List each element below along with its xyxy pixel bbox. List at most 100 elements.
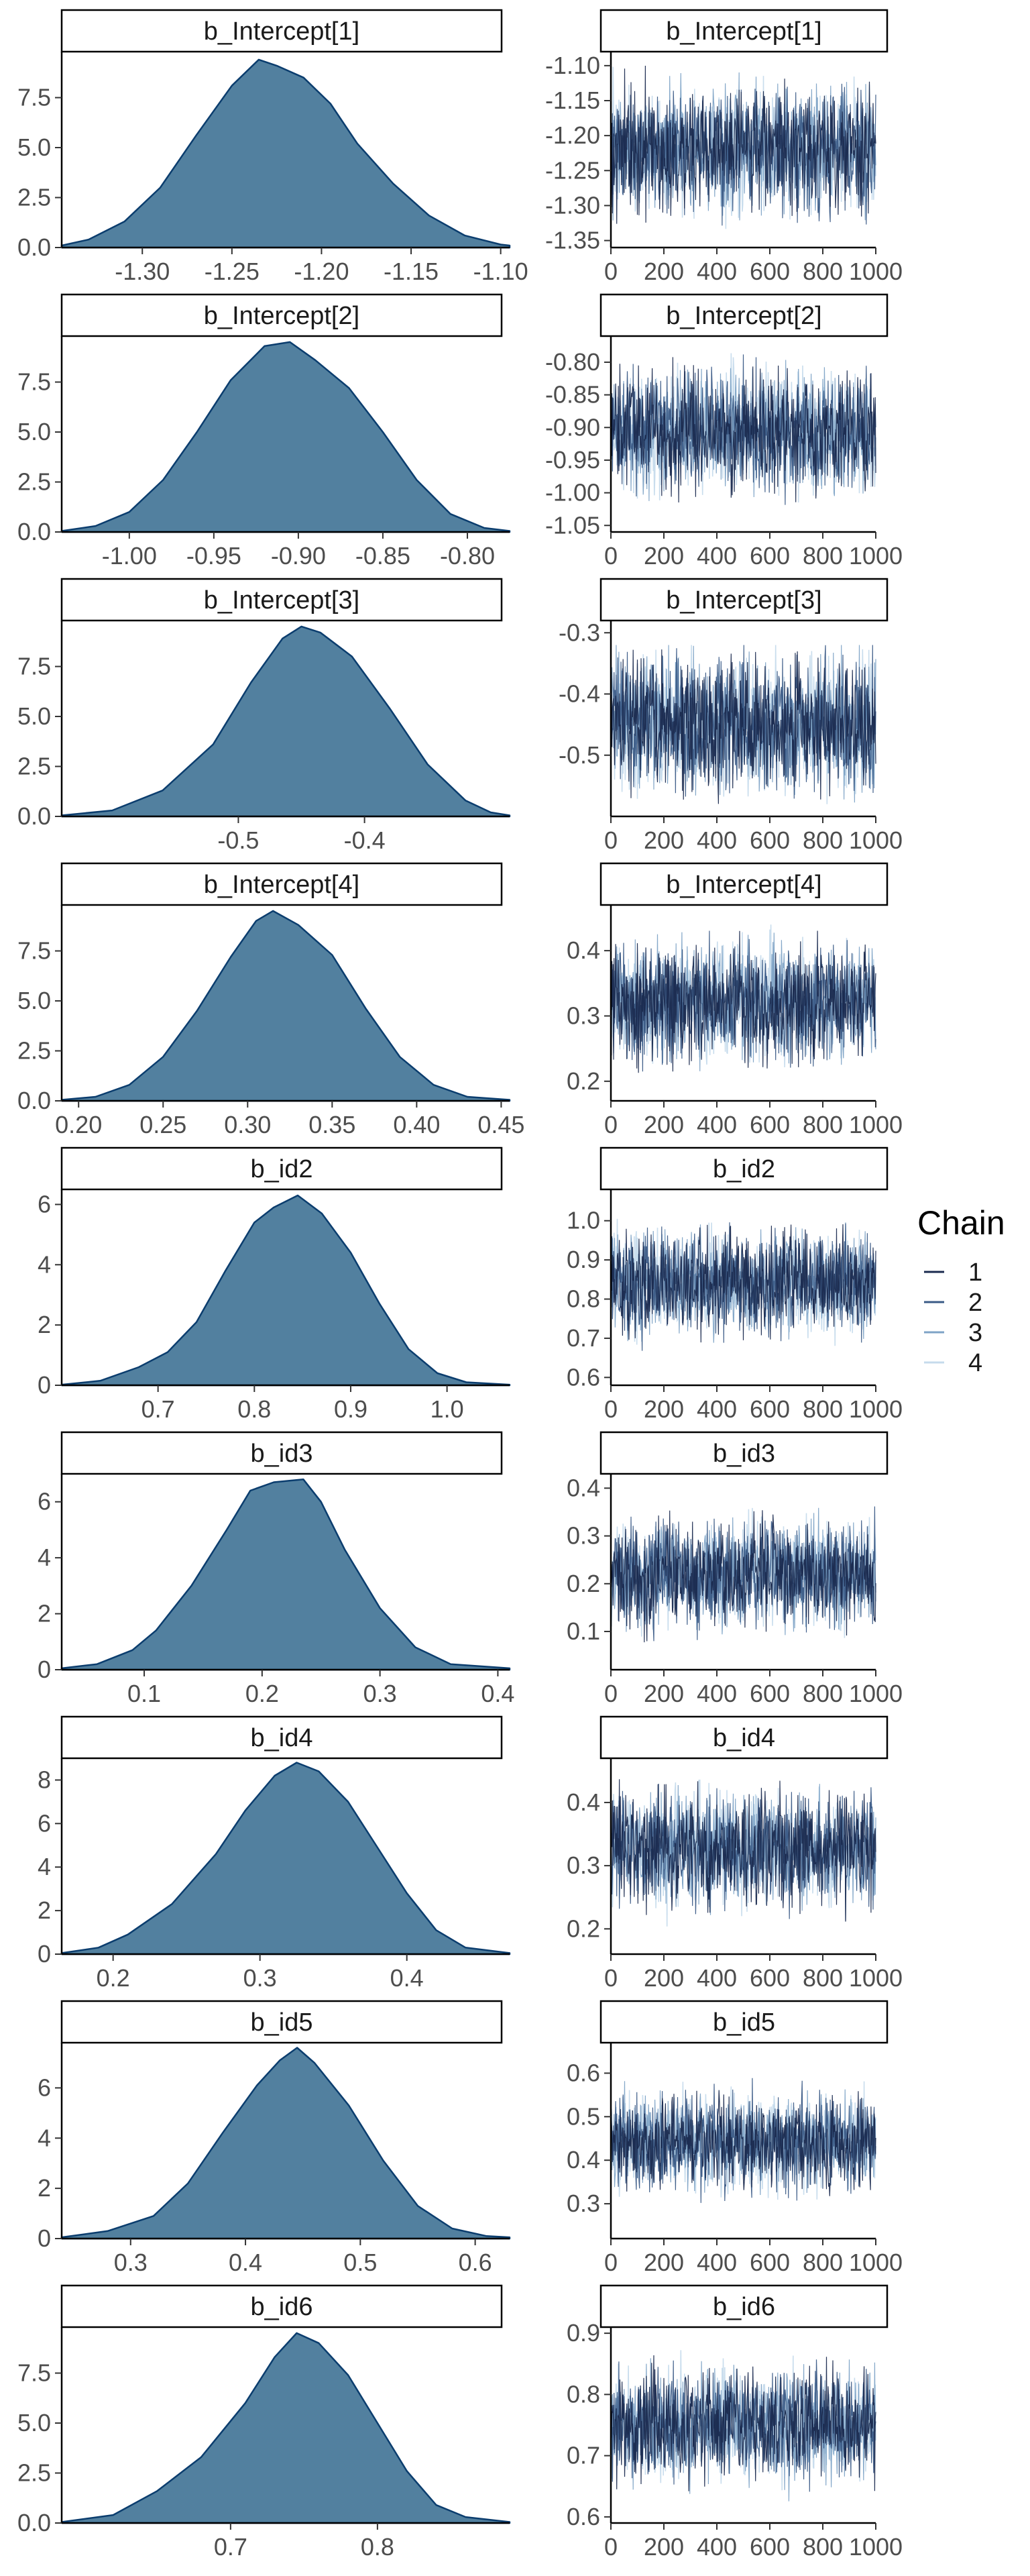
y-tick-label: 0.3 xyxy=(567,1851,600,1879)
y-tick-label: 4 xyxy=(38,2124,51,2151)
panel-title: b_id3 xyxy=(713,1440,775,1468)
trace-chain-1 xyxy=(610,1224,876,1343)
panel-title: b_id5 xyxy=(713,2008,775,2037)
y-tick-label: 6 xyxy=(38,1809,51,1837)
panel-strip xyxy=(599,578,889,622)
x-tick-label: 1000 xyxy=(849,258,903,285)
density-area xyxy=(60,1479,511,1671)
density-panel: b_id4 0 2 4 6 8 0.2 0.3 0.4 xyxy=(38,1715,511,1992)
panel-strip xyxy=(599,862,889,906)
y-tick-label: 2.5 xyxy=(17,2459,51,2487)
x-tick-label: 0 xyxy=(604,2249,618,2276)
y-tick-label: 1.0 xyxy=(567,1207,600,1234)
y-tick-label: 0 xyxy=(38,1940,51,1968)
plot-area xyxy=(60,341,511,533)
y-tick-label: 8 xyxy=(38,1766,51,1793)
y-tick-label: -1.00 xyxy=(545,479,600,506)
x-tick-label: 0 xyxy=(604,258,618,285)
x-tick-label: 600 xyxy=(750,2533,790,2561)
plot-area xyxy=(610,1506,876,1643)
x-tick-label: -0.95 xyxy=(186,542,241,570)
density-area xyxy=(60,2047,511,2240)
x-tick-label: 0.5 xyxy=(343,2249,377,2276)
x-tick-label: 0 xyxy=(604,1964,618,1992)
y-tick-label: 0.5 xyxy=(567,2102,600,2130)
plot-area xyxy=(610,65,876,229)
legend-entry: 1 xyxy=(924,1258,982,1287)
x-tick-label: 200 xyxy=(644,1680,684,1707)
trace-chain-4 xyxy=(610,353,876,503)
panel-strip xyxy=(60,862,503,906)
y-tick-label: -0.4 xyxy=(559,680,600,708)
y-tick-label: 0.9 xyxy=(567,2319,600,2347)
x-tick-label: 800 xyxy=(803,258,843,285)
plot-area xyxy=(610,2078,876,2203)
plot-area xyxy=(60,910,511,1102)
y-tick-label: -0.5 xyxy=(559,741,600,769)
panel-strip xyxy=(60,1146,503,1191)
y-tick-label: 5.0 xyxy=(17,418,51,445)
plot-area xyxy=(610,1779,876,1927)
legend-entry: 4 xyxy=(924,1349,982,1377)
trace-chain-1 xyxy=(610,357,876,503)
x-tick-label: 0 xyxy=(604,1111,618,1138)
x-tick-label: -0.85 xyxy=(355,542,410,570)
panel-title: b_id4 xyxy=(713,1724,775,1752)
y-tick-label: 7.5 xyxy=(17,937,51,965)
x-tick-label: 0.25 xyxy=(139,1111,186,1138)
x-tick-label: 0 xyxy=(604,1680,618,1707)
plot-area xyxy=(60,1762,511,1955)
y-tick-label: 2.5 xyxy=(17,468,51,496)
trace-panel: b_Intercept[1] -1.35 -1.30 -1.25 -1.20 -1.15 -… xyxy=(545,9,903,285)
y-tick-label: 0.2 xyxy=(567,1915,600,1942)
y-tick-label: 2 xyxy=(38,1600,51,1627)
y-tick-label: 0.8 xyxy=(567,1285,600,1313)
x-tick-label: 800 xyxy=(803,1111,843,1138)
x-tick-label: 0.7 xyxy=(141,1395,175,1423)
y-tick-label: -0.80 xyxy=(545,348,600,376)
x-tick-label: 800 xyxy=(803,1964,843,1992)
y-tick-label: 0.3 xyxy=(567,1522,600,1550)
x-tick-label: 0.8 xyxy=(237,1395,271,1423)
x-tick-label: 200 xyxy=(644,2533,684,2561)
x-tick-label: 1.0 xyxy=(431,1395,464,1423)
y-tick-label: -1.20 xyxy=(545,121,600,149)
x-tick-label: 400 xyxy=(697,2533,737,2561)
x-tick-label: 0.30 xyxy=(224,1111,271,1138)
y-tick-label: 5.0 xyxy=(17,2409,51,2436)
x-tick-label: 600 xyxy=(750,1964,790,1992)
legend-label-chain-2: 2 xyxy=(968,1289,982,1317)
x-tick-label: 400 xyxy=(697,258,737,285)
y-tick-label: -1.05 xyxy=(545,511,600,539)
legend-label-chain-3: 3 xyxy=(968,1319,982,1347)
panel-title: b_Intercept[2] xyxy=(204,302,359,330)
density-area xyxy=(60,1762,511,1955)
y-tick-label: 2.5 xyxy=(17,753,51,780)
x-tick-label: -1.10 xyxy=(473,258,528,285)
plot-area xyxy=(610,1218,876,1351)
y-tick-label: 0.2 xyxy=(567,1570,600,1597)
x-tick-label: 600 xyxy=(750,1111,790,1138)
x-tick-label: 1000 xyxy=(849,2249,903,2276)
x-tick-label: -1.00 xyxy=(102,542,157,570)
panel-strip xyxy=(599,293,889,337)
y-tick-label: 6 xyxy=(38,2074,51,2101)
y-tick-label: 6 xyxy=(38,1190,51,1218)
y-tick-label: 0.7 xyxy=(567,1324,600,1352)
x-tick-label: -0.5 xyxy=(217,826,259,854)
y-tick-label: -0.95 xyxy=(545,446,600,474)
trace-panel: b_Intercept[2] -1.05 -1.00 -0.95 -0.90 -0.85 -… xyxy=(545,293,903,570)
panel-title: b_Intercept[1] xyxy=(204,17,359,46)
panel-title: b_Intercept[3] xyxy=(666,586,821,614)
trace-panel: b_Intercept[4] 0.2 0.3 0.4 0 200 400 600 800 1000 xyxy=(567,862,903,1138)
panel-strip xyxy=(599,9,889,53)
density-area xyxy=(60,58,511,249)
panel-title: b_Intercept[2] xyxy=(666,302,821,330)
y-tick-label: 0 xyxy=(38,2224,51,2252)
density-panel: b_Intercept[1] 0.0 2.5 5.0 7.5 -1.30 -1.25 -1.2… xyxy=(17,9,528,285)
legend-label-chain-4: 4 xyxy=(968,1349,982,1377)
y-tick-label: 5.0 xyxy=(17,702,51,730)
x-tick-label: 1000 xyxy=(849,2533,903,2561)
y-tick-label: 0.2 xyxy=(567,1067,600,1095)
y-tick-label: 0.0 xyxy=(17,233,51,261)
